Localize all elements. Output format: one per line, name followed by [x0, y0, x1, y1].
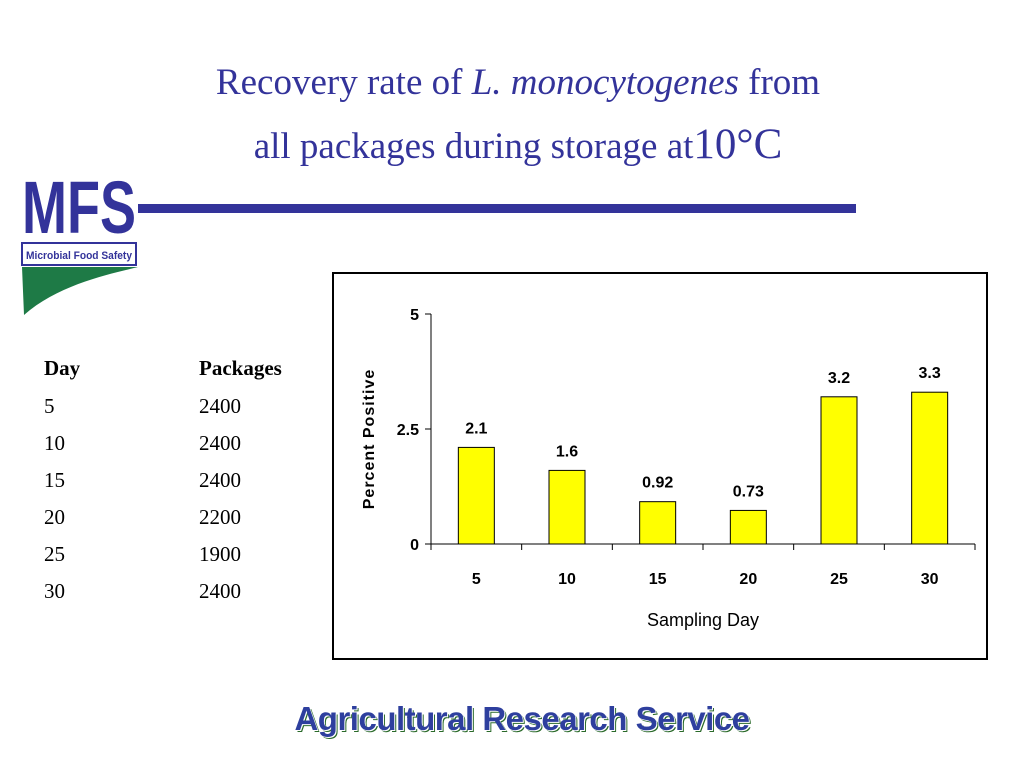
- x-axis-label: Sampling Day: [647, 610, 759, 630]
- cell-packages: 2200: [199, 505, 241, 529]
- cell-day: 5: [44, 394, 55, 418]
- bar: [548, 469, 586, 545]
- header-day: Day: [44, 355, 81, 380]
- cell-packages: 2400: [199, 579, 241, 603]
- title-temperature: 10°C: [693, 121, 783, 168]
- data-label: 0.92: [642, 475, 673, 492]
- cell-packages: 1900: [199, 542, 241, 566]
- data-label: 3.3: [919, 365, 941, 382]
- table-row: 15 2400: [44, 462, 329, 499]
- bar: [911, 391, 949, 545]
- cell-day: 30: [44, 579, 65, 603]
- title-organism: L. monocytogenes: [471, 62, 739, 103]
- bar: [639, 501, 677, 545]
- slide-title: Recovery rate of L. monocytogenes from a…: [100, 52, 936, 178]
- mfs-logo: MFS Microbial Food Safety: [21, 166, 138, 315]
- table-header-row: Day Packages: [44, 348, 329, 388]
- y-tick-label: 0: [410, 537, 419, 554]
- cell-packages: 2400: [199, 431, 241, 455]
- title-line1-post: from: [738, 62, 821, 103]
- cell-day: 25: [44, 542, 65, 566]
- table-row: 30 2400: [44, 573, 329, 610]
- cell-day: 20: [44, 505, 65, 529]
- table-row: 5 2400: [44, 388, 329, 425]
- cell-packages: 2400: [199, 394, 241, 418]
- packages-table: Day Packages 5 2400 10 2400 15 2400 20 2200 …: [44, 348, 329, 610]
- chart-frame: 0 2.5 5 2.1 5 1.6 10 0.92 15 0.73 20 3.2 25 3.3 30 Samp…: [332, 272, 988, 660]
- x-tick-label: 20: [739, 571, 757, 588]
- title-rule: [138, 204, 856, 213]
- title-line-2: all packages during storage at10°C: [100, 114, 936, 178]
- data-label: 0.73: [733, 483, 764, 500]
- table-row: 10 2400: [44, 425, 329, 462]
- title-line-1: Recovery rate of L. monocytogenes from: [100, 52, 936, 114]
- data-label: 1.6: [556, 443, 578, 460]
- y-tick-label: 2.5: [397, 422, 419, 439]
- title-line1-pre: Recovery rate of: [215, 62, 472, 103]
- x-tick-label: 15: [649, 571, 667, 588]
- x-tick-label: 10: [558, 571, 576, 588]
- x-tick-label: 30: [921, 571, 939, 588]
- data-label: 3.2: [828, 370, 850, 387]
- bar: [820, 396, 858, 545]
- logo-text: MFS: [22, 166, 136, 249]
- title-line2-pre: all packages during storage at: [253, 126, 694, 167]
- y-axis-label: Percent Positive: [361, 369, 378, 510]
- logo-green-swoosh: [22, 267, 138, 315]
- logo-subtitle: Microbial Food Safety: [26, 250, 133, 262]
- logo-subtitle-box: [21, 242, 137, 266]
- x-tick-label: 5: [472, 571, 481, 588]
- y-tick-label: 5: [410, 307, 419, 324]
- table-row: 25 1900: [44, 536, 329, 573]
- data-label: 2.1: [465, 420, 487, 437]
- bar: [457, 446, 495, 545]
- x-tick-label: 25: [830, 571, 848, 588]
- table-row: 20 2200: [44, 499, 329, 536]
- bar-chart: 0 2.5 5 2.1 5 1.6 10 0.92 15 0.73 20 3.2 25 3.3 30 Samp…: [361, 307, 976, 630]
- footer-agency: Agricultural Research Service: [294, 700, 750, 737]
- cell-day: 15: [44, 468, 65, 492]
- cell-day: 10: [44, 431, 65, 455]
- bar: [729, 509, 767, 545]
- cell-packages: 2400: [199, 468, 241, 492]
- header-packages: Packages: [199, 355, 282, 380]
